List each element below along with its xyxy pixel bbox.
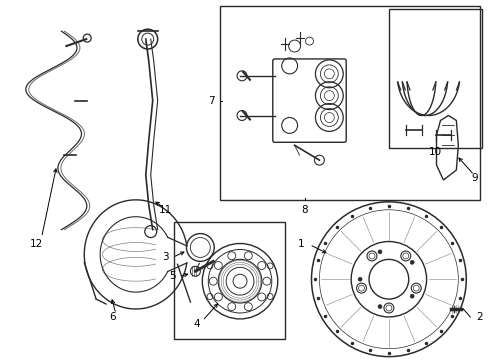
Text: 2: 2 [475, 312, 482, 322]
Text: 9: 9 [470, 173, 477, 183]
Text: 6: 6 [109, 312, 116, 322]
Circle shape [409, 294, 413, 298]
Circle shape [357, 277, 361, 281]
Circle shape [377, 250, 381, 254]
Bar [173, 222, 284, 339]
Circle shape [409, 260, 413, 264]
Circle shape [377, 305, 381, 309]
Text: 5: 5 [168, 271, 175, 281]
Text: 1: 1 [297, 239, 304, 248]
Text: 11: 11 [159, 205, 172, 215]
Bar [388, 9, 481, 148]
Text: 10: 10 [428, 147, 441, 157]
Text: 8: 8 [301, 205, 307, 215]
Text: 4: 4 [193, 319, 199, 329]
Text: 3: 3 [162, 252, 168, 262]
Text: 7: 7 [208, 96, 215, 105]
Bar [220, 6, 479, 200]
Text: 12: 12 [30, 239, 43, 249]
